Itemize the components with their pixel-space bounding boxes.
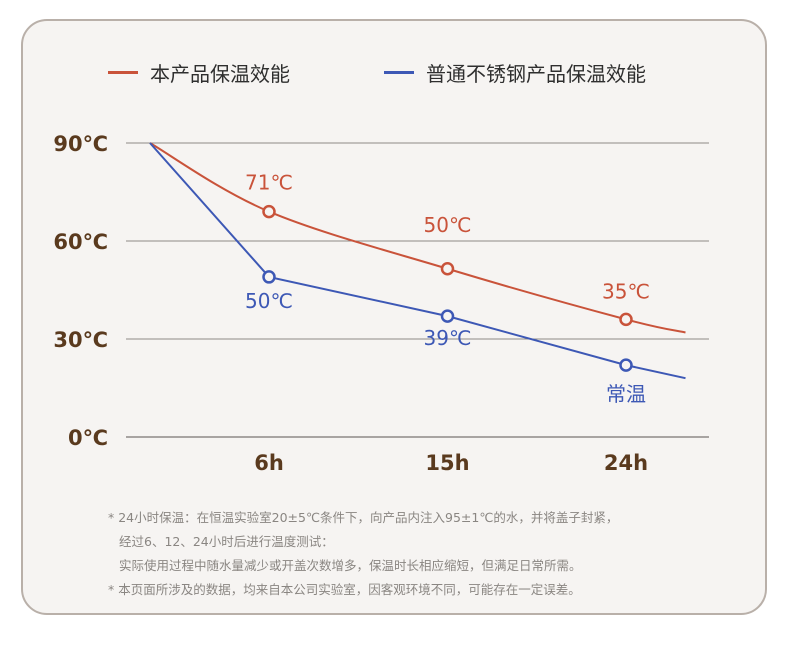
legend-item-steel: 普通不锈钢产品保温效能 (384, 57, 646, 87)
series-line-product (149, 142, 686, 334)
legend-label-steel: 普通不锈钢产品保温效能 (426, 61, 646, 86)
data-point (619, 312, 633, 327)
legend-swatch-steel (384, 70, 414, 74)
data-label: 71℃ (245, 171, 293, 195)
y-tick-label: 60℃ (53, 230, 108, 254)
data-label: 常温 (606, 382, 646, 406)
y-tick-label: 30℃ (53, 328, 108, 352)
data-point (619, 358, 633, 372)
x-tick-label: 15h (425, 451, 469, 475)
footnote-line: 经过6、12、24小时后进行温度测试： (119, 534, 334, 549)
data-label: 50℃ (424, 213, 472, 237)
y-tick-label: 0℃ (68, 426, 108, 450)
data-label: 50℃ (245, 289, 293, 313)
data-label: 39℃ (424, 326, 472, 350)
data-point (262, 270, 276, 284)
y-tick-label: 90℃ (53, 132, 108, 156)
x-tick-label: 6h (254, 451, 284, 475)
data-point (440, 262, 455, 276)
chart-card (21, 19, 767, 615)
legend-item-product: 本产品保温效能 (108, 57, 290, 87)
footnote-line: * 本页面所涉及的数据，均来自本公司实验室，因客观环境不同，可能存在一定误差。 (108, 582, 581, 597)
legend-label-product: 本产品保温效能 (150, 61, 290, 86)
legend-swatch-product (108, 70, 138, 74)
footnote-line: 实际使用过程中随水量减少或开盖次数增多，保温时长相应缩短，但满足日常所需。 (119, 558, 582, 573)
footnote-line: * 24小时保温：在恒温实验室20±5℃条件下，向产品内注入95±1℃的水，并将… (108, 510, 619, 525)
x-tick-label: 24h (604, 451, 648, 475)
data-label: 35℃ (602, 279, 650, 303)
data-point (440, 309, 455, 323)
data-point (262, 204, 276, 219)
footnotes: * 24小时保温：在恒温实验室20±5℃条件下，向产品内注入95±1℃的水，并将… (108, 506, 748, 602)
